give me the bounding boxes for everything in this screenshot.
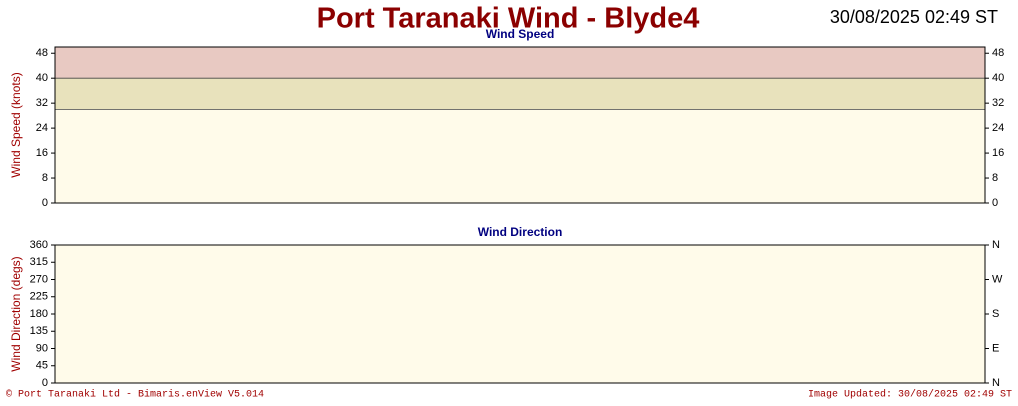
y-tick-label: 0 (42, 197, 48, 209)
chart-title: Wind Direction (478, 225, 563, 239)
y2-tick-label: N (992, 377, 1000, 389)
y2-tick-label: 24 (992, 122, 1004, 134)
y2-tick-label: N (992, 239, 1000, 251)
timestamp: 30/08/2025 02:49 ST (830, 7, 998, 27)
y-tick-label: 24 (36, 122, 48, 134)
y-tick-label: 270 (30, 273, 48, 285)
y2-tick-label: 40 (992, 72, 1004, 84)
y-axis-label: Wind Speed (knots) (9, 72, 23, 177)
y-tick-label: 48 (36, 47, 48, 59)
chart-title: Wind Speed (486, 27, 555, 41)
footer-right: Image Updated: 30/08/2025 02:49 ST (808, 389, 1012, 401)
y-tick-label: 32 (36, 97, 48, 109)
y-axis-label: Wind Direction (degs) (9, 256, 23, 371)
threshold-band (55, 78, 985, 110)
y-tick-label: 40 (36, 72, 48, 84)
plot-frame (54, 46, 986, 204)
y-tick-label: 0 (42, 377, 48, 389)
y-tick-label: 45 (36, 360, 48, 372)
y-tick-label: 90 (36, 342, 48, 354)
y-tick-label: 16 (36, 147, 48, 159)
y-tick-label: 315 (30, 256, 48, 268)
y2-tick-label: 0 (992, 197, 998, 209)
y2-tick-label: 8 (992, 172, 998, 184)
y2-tick-label: W (992, 273, 1003, 285)
plot-area (55, 245, 985, 383)
plot-frame (54, 244, 986, 384)
y-tick-label: 180 (30, 308, 48, 320)
threshold-band (55, 47, 985, 79)
y2-tick-label: 48 (992, 47, 1004, 59)
y2-tick-label: 16 (992, 147, 1004, 159)
y2-tick-label: E (992, 342, 999, 354)
footer-left: © Port Taranaki Ltd - Bimaris.enView V5.… (6, 389, 264, 401)
page-title: Port Taranaki Wind - Blyde4 (317, 3, 700, 35)
y2-tick-label: 32 (992, 97, 1004, 109)
y-tick-label: 360 (30, 239, 48, 251)
y-tick-label: 225 (30, 291, 48, 303)
y-tick-label: 8 (42, 172, 48, 184)
y-tick-label: 135 (30, 325, 48, 337)
y2-tick-label: S (992, 308, 999, 320)
